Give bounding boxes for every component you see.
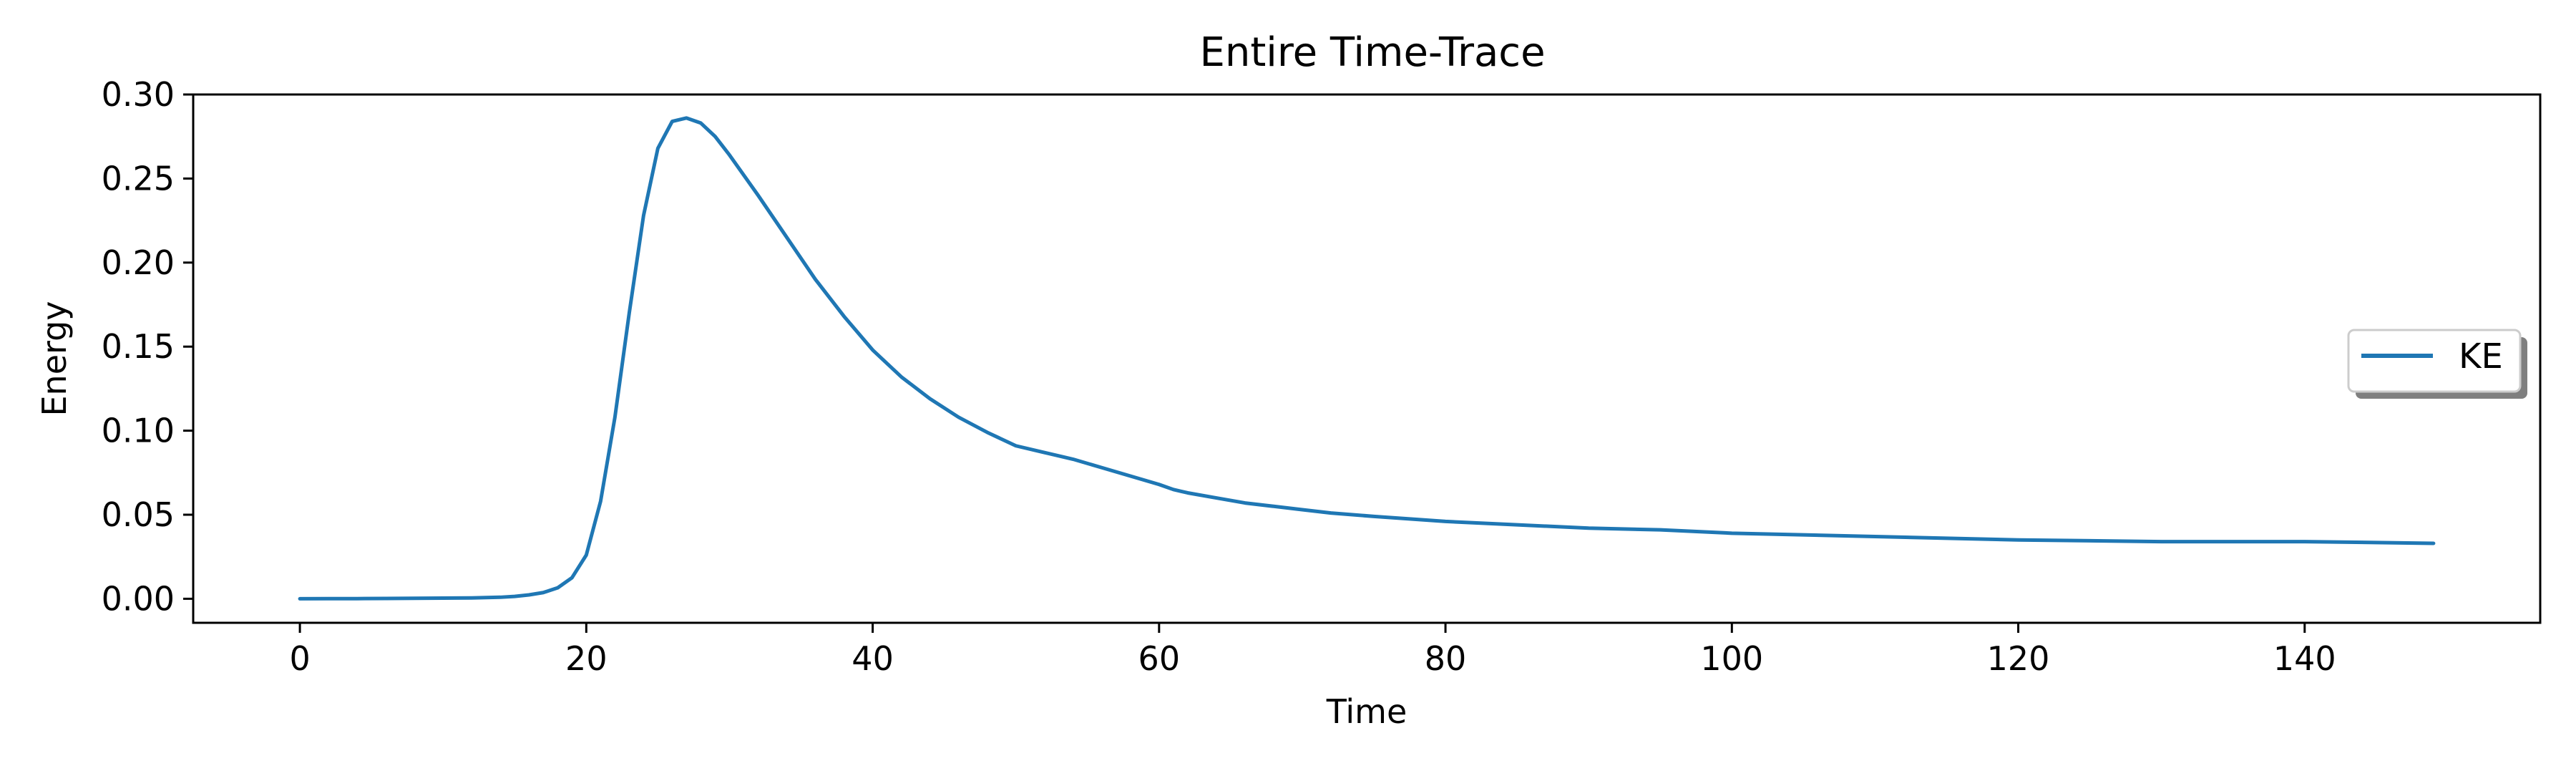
x-tick-label: 140	[2273, 639, 2336, 678]
y-tick-label: 0.30	[102, 75, 175, 114]
y-axis-ticks: 0.00 0.05 0.10 0.15 0.20 0.25 0.30	[102, 75, 193, 618]
x-tick-label: 0	[289, 639, 310, 678]
legend: KE	[2347, 329, 2527, 399]
x-tick-label: 20	[565, 639, 608, 678]
y-tick-label: 0.25	[102, 159, 175, 198]
x-axis-label: Time	[1326, 692, 1407, 731]
y-tick-label: 0.00	[102, 579, 175, 618]
x-tick-label: 120	[1987, 639, 2050, 678]
y-tick-label: 0.20	[102, 243, 175, 282]
y-tick-label: 0.10	[102, 412, 175, 450]
x-tick-label: 100	[1700, 639, 1763, 678]
x-tick-label: 40	[852, 639, 894, 678]
legend-label-ke: KE	[2459, 336, 2503, 377]
chart-title: Entire Time-Trace	[1199, 29, 1545, 76]
plot-area	[298, 116, 2436, 601]
y-tick-label: 0.05	[102, 495, 175, 534]
series-line-ke	[298, 116, 2436, 601]
plot-frame	[192, 93, 2542, 624]
x-tick-label: 60	[1138, 639, 1181, 678]
x-axis-ticks: 0 20 40 60 80 100 120 140	[289, 623, 2336, 678]
y-tick-label: 0.15	[102, 327, 175, 366]
y-axis-label: Energy	[35, 301, 74, 416]
x-tick-label: 80	[1425, 639, 1467, 678]
legend-box	[2347, 329, 2522, 393]
